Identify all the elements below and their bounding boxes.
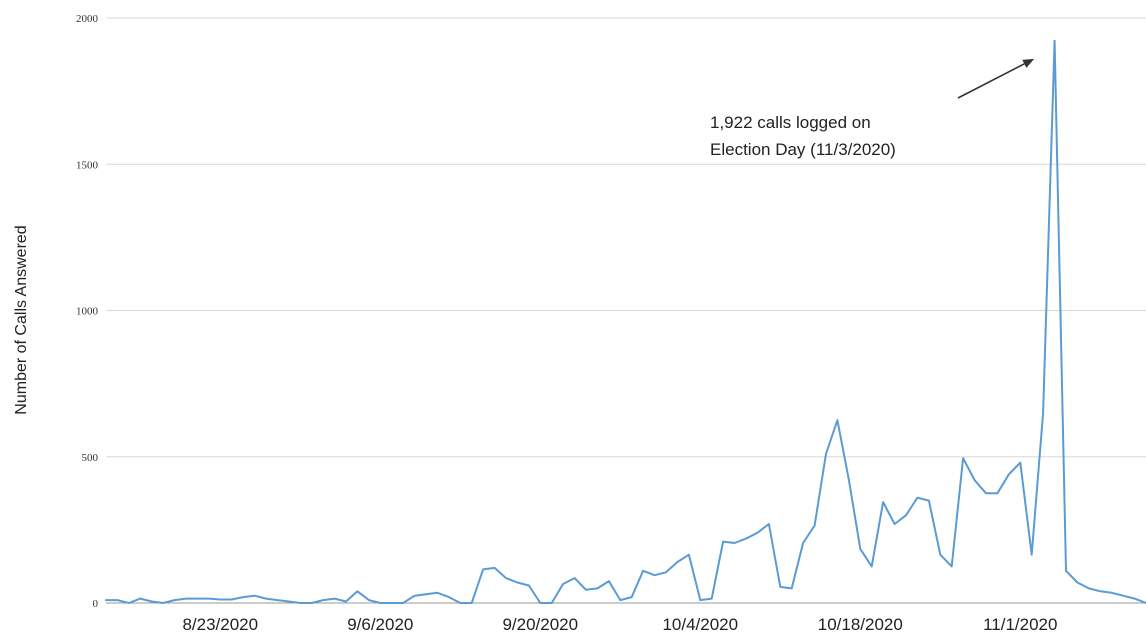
x-tick-label-5: 11/1/2020 bbox=[983, 615, 1057, 634]
y-tick-label-1500: 1500 bbox=[76, 159, 99, 171]
grid-lines bbox=[106, 17, 1146, 604]
y-axis-ticks: 0 500 1000 1500 2000 bbox=[76, 13, 99, 610]
x-tick-label-3: 10/4/2020 bbox=[662, 615, 738, 634]
x-tick-label-1: 9/6/2020 bbox=[347, 615, 413, 634]
annotation-text-line-1: 1,922 calls logged on bbox=[710, 113, 871, 132]
annotation-arrow-shaft bbox=[957, 63, 1025, 99]
y-tick-label-2000: 2000 bbox=[76, 13, 99, 25]
y-axis-label: Number of Calls Answered bbox=[13, 225, 30, 414]
x-tick-label-4: 10/18/2020 bbox=[818, 615, 903, 634]
annotation-text-line-2: Election Day (11/3/2020) bbox=[710, 140, 896, 159]
y-tick-label-0: 0 bbox=[93, 598, 99, 610]
election-day-annotation: 1,922 calls logged on Election Day (11/3… bbox=[710, 58, 1035, 159]
annotation-arrow-head bbox=[1022, 58, 1035, 68]
y-tick-label-1000: 1000 bbox=[76, 306, 99, 318]
x-axis-ticks: 8/23/2020 9/6/2020 9/20/2020 10/4/2020 10/18… bbox=[182, 615, 1057, 634]
x-tick-label-2: 9/20/2020 bbox=[502, 615, 578, 634]
calls-series-line bbox=[105, 39, 1146, 604]
series-group bbox=[105, 39, 1146, 604]
y-tick-label-500: 500 bbox=[82, 452, 99, 464]
x-tick-label-0: 8/23/2020 bbox=[182, 615, 258, 634]
